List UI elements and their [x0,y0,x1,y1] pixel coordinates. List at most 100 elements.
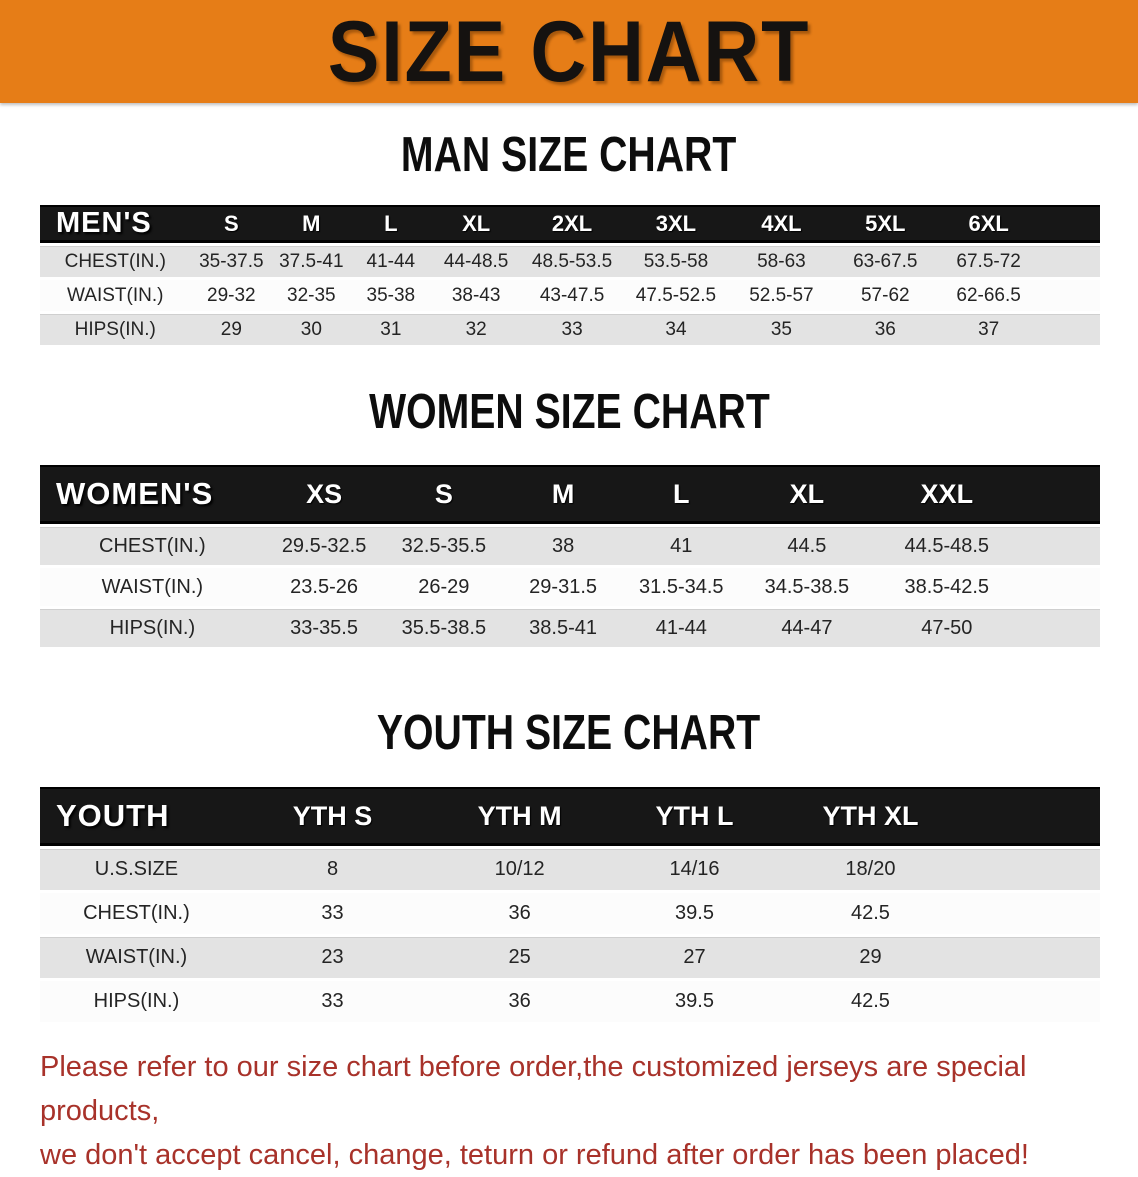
value-cell: 53.5-58 [622,246,729,277]
row-spacer-cell [958,981,1100,1022]
value-cell: 31.5-34.5 [621,568,741,606]
size-header-row: YOUTH YTH S YTH M YTH L YTH XL [40,787,1100,846]
size-column-header: YTH S [232,787,433,846]
value-cell: 41-44 [621,609,741,647]
men-size-table: MEN'S S M L XL 2XL 3XL 4XL 5XL 6XL CHEST(IN.) 35-37… [40,202,1100,348]
value-cell: 29-31.5 [504,568,622,606]
banner-title: SIZE CHART [327,3,811,100]
value-cell: 35.5-38.5 [383,609,505,647]
size-column-header: 3XL [622,205,729,243]
value-cell: 39.5 [607,981,782,1022]
value-cell: 42.5 [781,893,959,934]
value-cell: 63-67.5 [833,246,937,277]
row-label-cell: WAIST(IN.) [40,937,233,978]
row-spacer-cell [1020,527,1100,565]
value-cell: 57-62 [833,280,937,311]
value-cell: 29 [190,314,273,345]
value-cell: 33 [232,981,433,1022]
value-cell: 27 [607,937,782,978]
row-label-cell: U.S.SIZE [40,849,233,890]
measurement-row: HIPS(IN.) 29 30 31 32 33 34 35 36 37 [40,314,1100,345]
value-cell: 14/16 [607,849,782,890]
measurement-row: CHEST(IN.) 33 36 39.5 42.5 [40,893,1100,934]
size-column-header: XS [264,465,384,524]
size-column-header: 5XL [833,205,937,243]
size-chart-banner: SIZE CHART [0,0,1138,103]
size-header-row: WOMEN'S XS S M L XL XXL [40,465,1100,524]
value-cell: 67.5-72 [936,246,1041,277]
value-cell: 38 [504,527,622,565]
value-cell: 32 [431,314,522,345]
value-cell: 29-32 [190,280,273,311]
size-column-header: L [621,465,741,524]
measurement-row: CHEST(IN.) 29.5-32.5 32.5-35.5 38 41 44.5 44.5… [40,527,1100,565]
value-cell: 38-43 [431,280,522,311]
women-size-section: WOMEN SIZE CHART WOMEN'S XS S M L XL XXL CHEST(… [0,384,1138,650]
row-spacer-cell [1040,280,1100,311]
row-spacer-cell [1040,314,1100,345]
value-cell: 23.5-26 [264,568,384,606]
measurement-row: HIPS(IN.) 33 36 39.5 42.5 [40,981,1100,1022]
size-column-header: YTH L [607,787,782,846]
size-column-header: XXL [873,465,1021,524]
size-column-header: M [504,465,622,524]
value-cell: 34 [622,314,729,345]
value-cell: 38.5-42.5 [873,568,1021,606]
value-cell: 35 [728,314,834,345]
size-column-header: 4XL [728,205,834,243]
value-cell: 36 [833,314,937,345]
value-cell: 29.5-32.5 [264,527,384,565]
size-header-row: MEN'S S M L XL 2XL 3XL 4XL 5XL 6XL [40,205,1100,243]
row-label-cell: CHEST(IN.) [40,246,191,277]
row-spacer-cell [1020,609,1100,647]
row-spacer-cell [958,893,1100,934]
value-cell: 47.5-52.5 [622,280,729,311]
value-cell: 42.5 [781,981,959,1022]
men-size-section: MAN SIZE CHART MEN'S S M L XL 2XL 3XL 4XL 5XL 6XL… [0,127,1138,348]
row-label-cell: HIPS(IN.) [40,609,265,647]
men-chart-heading-text: MAN SIZE CHART [401,128,737,182]
value-cell: 23 [232,937,433,978]
table-title-cell: WOMEN'S [40,465,265,524]
value-cell: 48.5-53.5 [521,246,623,277]
men-chart-heading: MAN SIZE CHART [0,127,1138,192]
value-cell: 44.5-48.5 [873,527,1021,565]
value-cell: 44-48.5 [431,246,522,277]
value-cell: 35-38 [350,280,432,311]
value-cell: 32-35 [272,280,351,311]
youth-chart-heading: YOUTH SIZE CHART [0,705,1138,770]
size-column-header: L [350,205,432,243]
measurement-row: WAIST(IN.) 23.5-26 26-29 29-31.5 31.5-34.5 34… [40,568,1100,606]
value-cell: 30 [272,314,351,345]
value-cell: 31 [350,314,432,345]
row-label-cell: CHEST(IN.) [40,527,265,565]
measurement-row: CHEST(IN.) 35-37.5 37.5-41 41-44 44-48.5 48.5… [40,246,1100,277]
row-label-cell: WAIST(IN.) [40,568,265,606]
disclaimer-line-1: Please refer to our size chart before or… [40,1051,1027,1127]
youth-chart-heading-text: YOUTH SIZE CHART [377,706,761,760]
size-column-header: YTH M [432,787,608,846]
header-spacer-cell [958,787,1100,846]
value-cell: 39.5 [607,893,782,934]
measurement-row: WAIST(IN.) 23 25 27 29 [40,937,1100,978]
size-column-header: S [383,465,505,524]
size-column-header: 6XL [936,205,1041,243]
value-cell: 37.5-41 [272,246,351,277]
row-label-cell: HIPS(IN.) [40,981,233,1022]
women-size-table: WOMEN'S XS S M L XL XXL CHEST(IN.) 29.5-32.5 32.5… [40,462,1100,650]
size-column-header: M [272,205,351,243]
value-cell: 8 [232,849,433,890]
value-cell: 37 [936,314,1041,345]
value-cell: 34.5-38.5 [740,568,874,606]
women-chart-heading-text: WOMEN SIZE CHART [368,385,770,439]
value-cell: 36 [432,981,608,1022]
value-cell: 18/20 [781,849,959,890]
measurement-row: HIPS(IN.) 33-35.5 35.5-38.5 38.5-41 41-44 44-… [40,609,1100,647]
value-cell: 33-35.5 [264,609,384,647]
row-label-cell: CHEST(IN.) [40,893,233,934]
size-column-header: S [190,205,273,243]
youth-size-section: YOUTH SIZE CHART YOUTH YTH S YTH M YTH L YTH… [0,705,1138,1025]
table-title-cell: YOUTH [40,787,233,846]
row-label-cell: WAIST(IN.) [40,280,191,311]
value-cell: 38.5-41 [504,609,622,647]
